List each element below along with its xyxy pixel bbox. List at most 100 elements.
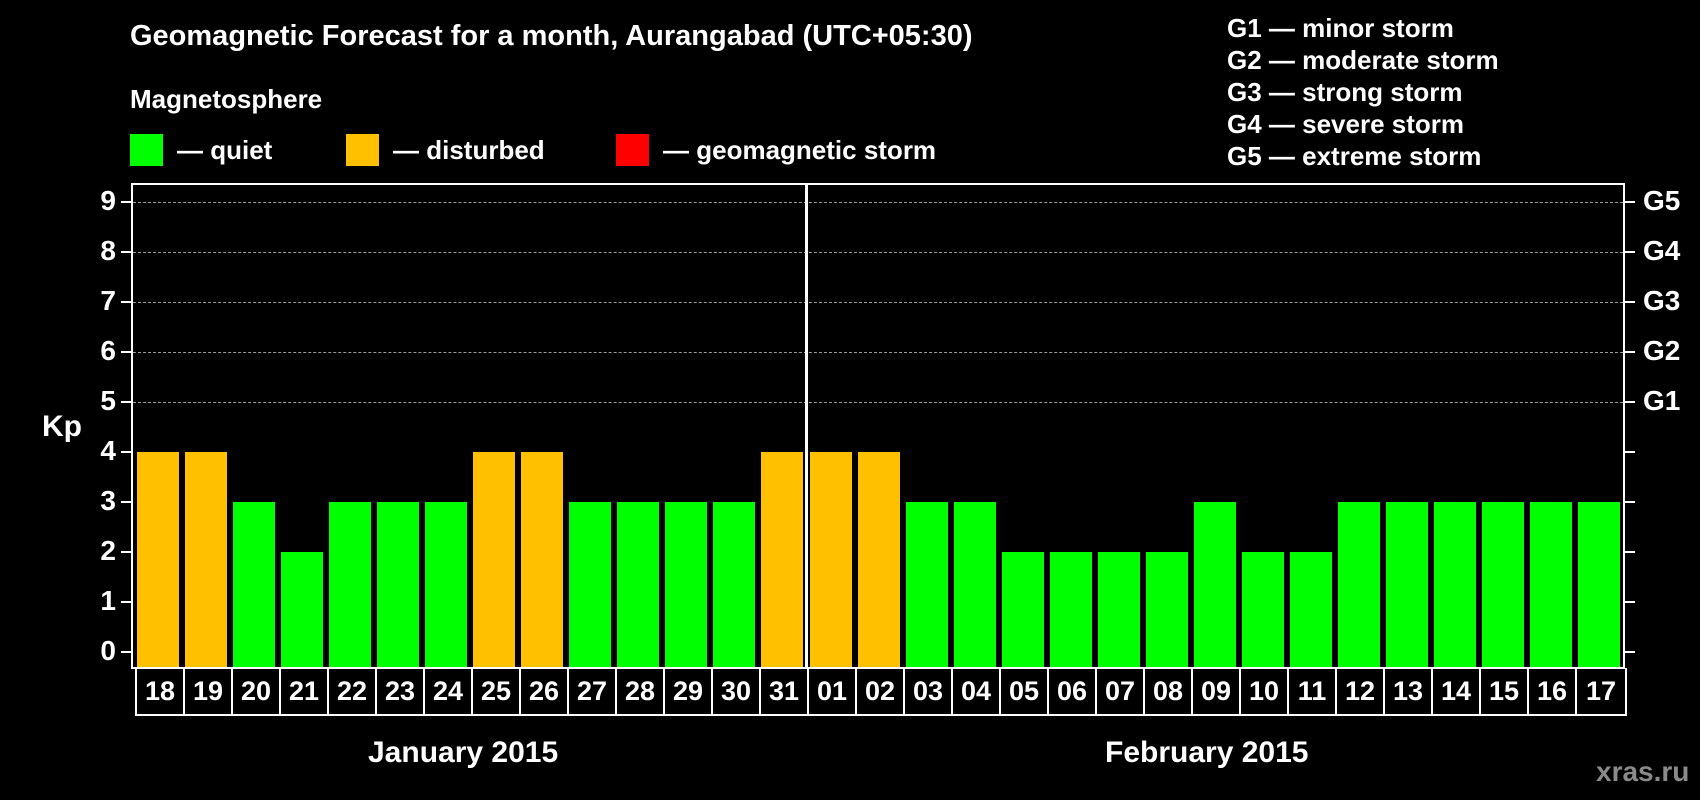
y-tick-label: 9 bbox=[100, 185, 116, 216]
kp-bar-28 bbox=[617, 502, 659, 667]
right-tick bbox=[1625, 501, 1635, 503]
kp-bar-18 bbox=[137, 452, 179, 667]
kp-bar-14 bbox=[1434, 502, 1476, 667]
g-scale-label: G3 bbox=[1643, 285, 1681, 316]
date-label: 29 bbox=[665, 668, 713, 714]
kp-bar-23 bbox=[377, 502, 419, 667]
date-label: 08 bbox=[1145, 668, 1193, 714]
y-tick-label: 3 bbox=[100, 485, 116, 516]
y-tick bbox=[121, 301, 131, 303]
month-label-january: January 2015 bbox=[368, 736, 559, 769]
kp-bar-15 bbox=[1482, 502, 1524, 667]
gridline bbox=[133, 202, 1623, 203]
kp-bar-31 bbox=[761, 452, 803, 667]
date-label: 27 bbox=[569, 668, 617, 714]
legend-quiet: — quiet bbox=[130, 134, 272, 166]
y-tick bbox=[121, 401, 131, 403]
kp-bar-11 bbox=[1290, 552, 1332, 667]
date-label: 18 bbox=[137, 668, 185, 714]
date-label: 17 bbox=[1585, 675, 1617, 706]
date-label: 12 bbox=[1337, 668, 1385, 714]
storm-swatch-icon bbox=[616, 134, 649, 166]
legend-storm-label: — geomagnetic storm bbox=[663, 134, 937, 165]
y-tick-label: 1 bbox=[100, 585, 116, 616]
kp-bar-30 bbox=[713, 502, 755, 667]
kp-bar-25 bbox=[473, 452, 515, 667]
storm-scale-g3: G3 — strong storm bbox=[1227, 77, 1463, 107]
quiet-swatch-icon bbox=[130, 134, 163, 166]
date-label: 24 bbox=[425, 668, 473, 714]
date-label: 31 bbox=[761, 668, 809, 714]
right-tick bbox=[1625, 651, 1635, 653]
kp-bar-09 bbox=[1194, 502, 1236, 667]
gridline bbox=[133, 252, 1623, 253]
kp-bar-19 bbox=[185, 452, 227, 667]
date-axis: 18 19 20 21 22 23 24 25 26 27 28 29 30 31 01 02 03 04 05 06… bbox=[135, 668, 1627, 716]
y-tick bbox=[121, 551, 131, 553]
date-label: 01 bbox=[809, 668, 857, 714]
y-axis-label: Kp bbox=[42, 410, 82, 443]
kp-bar-17 bbox=[1578, 502, 1620, 667]
gridline bbox=[133, 402, 1623, 403]
kp-bar-13 bbox=[1386, 502, 1428, 667]
gridline bbox=[133, 302, 1623, 303]
y-tick-label: 0 bbox=[100, 635, 116, 666]
month-label-february: February 2015 bbox=[1105, 736, 1309, 769]
kp-bar-20 bbox=[233, 502, 275, 667]
kp-bar-06 bbox=[1050, 552, 1092, 667]
y-tick bbox=[121, 251, 131, 253]
y-tick bbox=[121, 601, 131, 603]
kp-bar-04 bbox=[954, 502, 996, 667]
g-scale-label: G1 bbox=[1643, 385, 1681, 416]
date-label: 30 bbox=[713, 668, 761, 714]
y-tick bbox=[121, 451, 131, 453]
legend-quiet-label: — quiet bbox=[177, 134, 273, 165]
y-tick bbox=[121, 351, 131, 353]
date-label: 26 bbox=[521, 668, 569, 714]
kp-bar-27 bbox=[569, 502, 611, 667]
kp-bar-16 bbox=[1530, 502, 1572, 667]
right-tick bbox=[1625, 301, 1635, 303]
right-tick bbox=[1625, 601, 1635, 603]
date-label: 22 bbox=[329, 668, 377, 714]
kp-bar-03 bbox=[906, 502, 948, 667]
kp-bar-21 bbox=[281, 552, 323, 667]
legend-disturbed: — disturbed bbox=[346, 134, 545, 166]
y-tick-label: 8 bbox=[100, 235, 116, 266]
date-label: 14 bbox=[1433, 668, 1481, 714]
date-label: 07 bbox=[1097, 668, 1145, 714]
kp-bar-29 bbox=[665, 502, 707, 667]
g-scale-label: G2 bbox=[1643, 335, 1681, 366]
g-scale-label: G5 bbox=[1643, 185, 1681, 216]
month-divider bbox=[805, 183, 808, 669]
kp-bar-05 bbox=[1002, 552, 1044, 667]
date-label: 03 bbox=[905, 668, 953, 714]
date-label: 02 bbox=[857, 668, 905, 714]
date-label: 20 bbox=[233, 668, 281, 714]
date-label: 25 bbox=[473, 668, 521, 714]
storm-scale-g5: G5 — extreme storm bbox=[1227, 141, 1482, 171]
right-tick bbox=[1625, 401, 1635, 403]
y-tick-label: 4 bbox=[100, 435, 116, 466]
y-tick bbox=[121, 201, 131, 203]
legend-heading: Magnetosphere bbox=[130, 84, 323, 114]
storm-scale-legend: G1 — minor storm G2 — moderate storm G3 … bbox=[1227, 12, 1499, 172]
storm-scale-g2: G2 — moderate storm bbox=[1227, 45, 1499, 75]
kp-bar-22 bbox=[329, 502, 371, 667]
gridline bbox=[133, 352, 1623, 353]
kp-bar-10 bbox=[1242, 552, 1284, 667]
date-label: 04 bbox=[953, 668, 1001, 714]
right-tick bbox=[1625, 451, 1635, 453]
date-label: 13 bbox=[1385, 668, 1433, 714]
kp-bar-24 bbox=[425, 502, 467, 667]
kp-bar-07 bbox=[1098, 552, 1140, 667]
date-label: 09 bbox=[1193, 668, 1241, 714]
date-label: 23 bbox=[377, 668, 425, 714]
y-tick-label: 5 bbox=[100, 385, 116, 416]
date-label: 16 bbox=[1529, 668, 1577, 714]
date-label: 28 bbox=[617, 668, 665, 714]
right-tick bbox=[1625, 351, 1635, 353]
disturbed-swatch-icon bbox=[346, 134, 379, 166]
y-tick-label: 6 bbox=[100, 335, 116, 366]
watermark: xras.ru bbox=[1596, 756, 1690, 787]
